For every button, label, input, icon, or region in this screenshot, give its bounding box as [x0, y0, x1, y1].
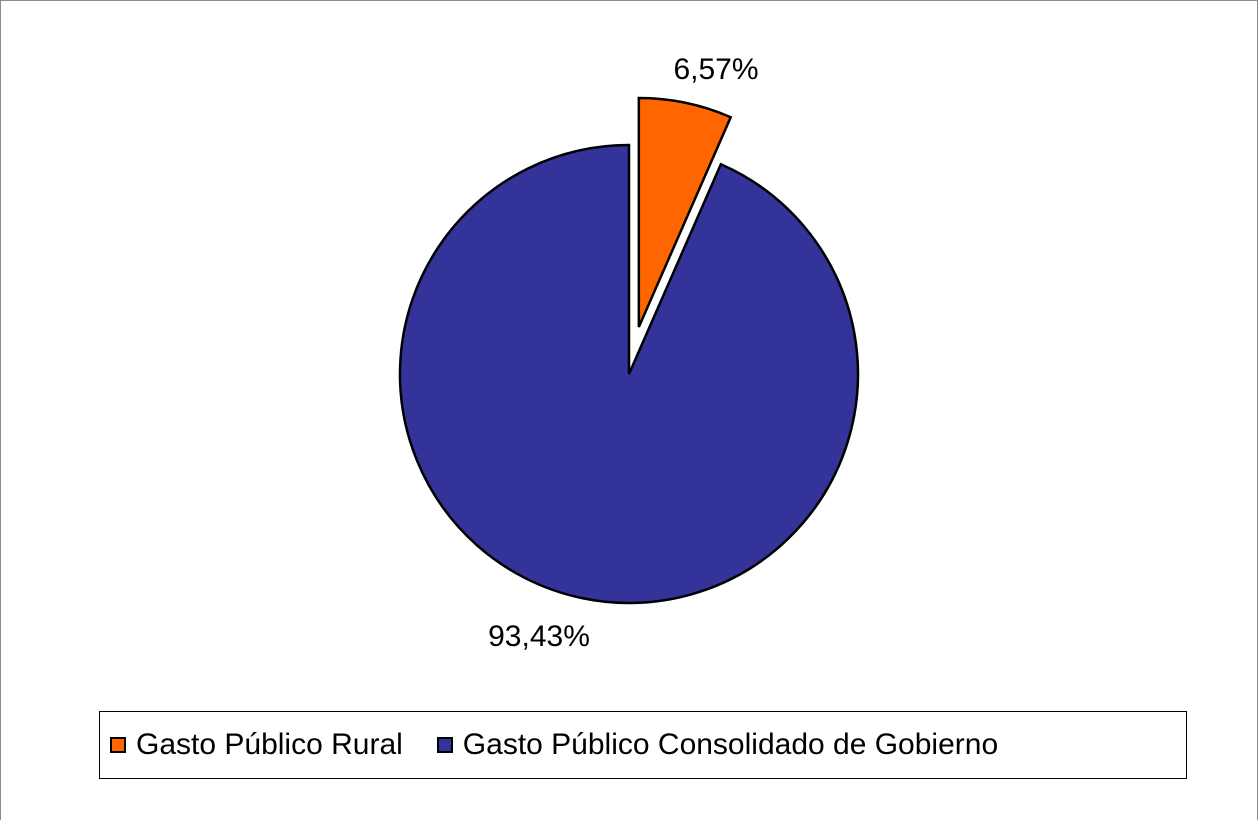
legend-swatch-rural: [110, 737, 126, 753]
legend-label-rural: Gasto Público Rural: [136, 728, 403, 761]
chart-legend: Gasto Público Rural Gasto Público Consol…: [99, 711, 1187, 779]
legend-label-consolidado: Gasto Público Consolidado de Gobierno: [462, 728, 999, 761]
legend-item-rural: Gasto Público Rural: [110, 728, 403, 762]
legend-item-consolidado: Gasto Público Consolidado de Gobierno: [436, 728, 999, 762]
data-label-rural: 6,57%: [673, 53, 758, 86]
legend-swatch-consolidado: [436, 737, 453, 753]
pie-slice-consolidado: [398, 143, 860, 605]
pie-data-labels: 6,57% 93,43%: [488, 53, 758, 653]
pie-slices: [398, 96, 860, 605]
pie-slice-rural: [637, 96, 733, 328]
data-label-consolidado: 93,43%: [488, 620, 590, 653]
